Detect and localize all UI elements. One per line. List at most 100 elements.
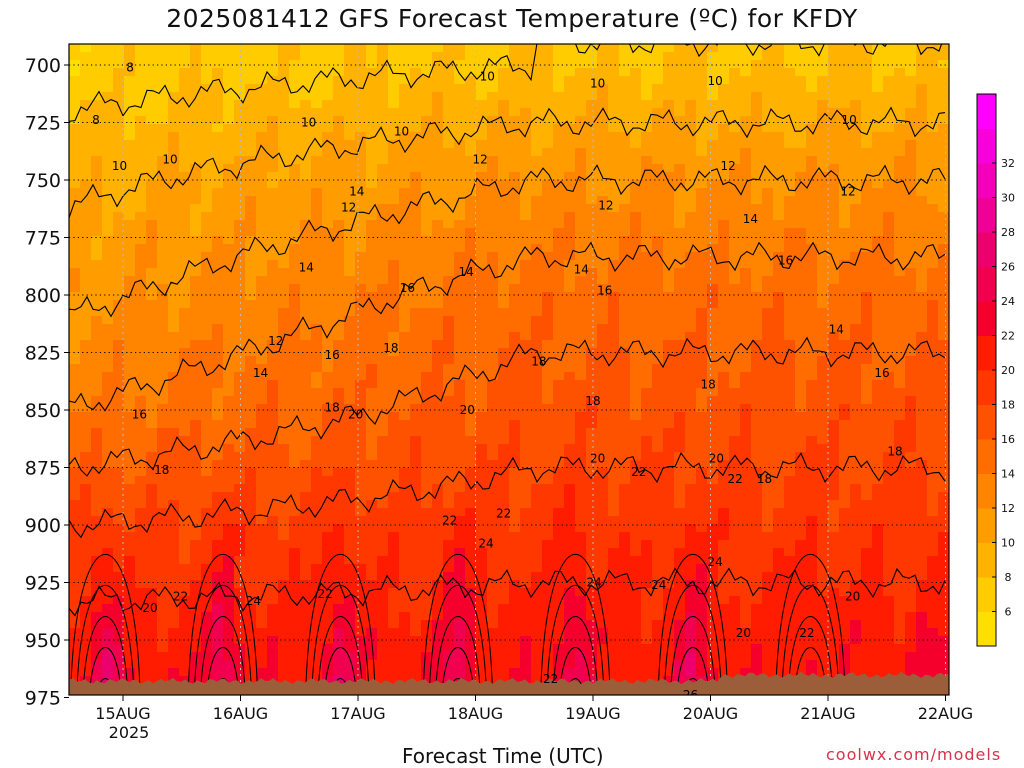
warm-lobe-contour (448, 678, 468, 695)
contour-label: 12 (840, 185, 855, 199)
contour-label: 18 (887, 444, 902, 458)
x-axis-label: Forecast Time (UTC) (402, 744, 604, 768)
colorbar-label: 14 (1001, 468, 1015, 481)
contour-label: 22 (173, 589, 188, 603)
isotherm-10 (69, 106, 946, 219)
contour-label: 10 (590, 76, 605, 90)
x-tick-label: 21AUG (800, 704, 855, 723)
isotherm-14 (69, 241, 946, 412)
y-axis: 700 725 750 775 800 825 850 875 900 925 950 975 (25, 55, 69, 710)
colorbar-segment (977, 577, 996, 612)
contour-label: 8 (92, 113, 100, 127)
x-tick-label: 20AUG (683, 704, 738, 723)
contour-label: 16 (778, 254, 793, 268)
colorbar-segment (977, 197, 996, 233)
colorbar-segment (977, 128, 996, 164)
y-tick-label: 950 (25, 630, 61, 652)
colorbar-label: 8 (1005, 571, 1012, 584)
colorbar-segment (977, 266, 996, 302)
contour-label: 14 (458, 265, 473, 279)
warm-lobe-contour (657, 554, 729, 695)
isotherm-contours (69, 44, 946, 695)
contour-label: 24 (246, 594, 261, 608)
contour-label: 18 (757, 472, 772, 486)
contour-label: 20 (348, 408, 363, 422)
contour-label: 12 (720, 159, 735, 173)
warm-lobe-contour (213, 678, 233, 695)
contour-label: 10 (301, 116, 316, 130)
warm-lobe-contour (565, 678, 585, 695)
warm-lobe-contour (428, 585, 487, 695)
y-tick-label: 775 (25, 228, 61, 250)
contour-label: 16 (400, 281, 415, 295)
colorbar-label: 28 (1001, 226, 1015, 239)
colorbar-label: 18 (1001, 399, 1015, 412)
contour-label: 22 (799, 626, 814, 640)
contour-label: 24 (651, 578, 666, 592)
colorbar-segment (977, 473, 996, 509)
contour-label: 14 (253, 366, 268, 380)
colorbar-segment (977, 611, 996, 647)
warm-lobe-contour (82, 615, 129, 695)
contour-label: 12 (341, 201, 356, 215)
warm-lobe-contour (435, 615, 481, 695)
colorbar-segment (977, 542, 996, 578)
contour-label: 20 (142, 601, 157, 615)
warm-lobe-contour (552, 615, 599, 695)
colorbar-segment (977, 404, 996, 440)
colorbar-label: 20 (1001, 364, 1015, 377)
colorbar-label: 24 (1001, 295, 1015, 308)
isotherm-12 (69, 164, 946, 318)
terrain-fill (69, 671, 949, 695)
contour-label: 22 (442, 513, 457, 527)
contour-label: 14 (829, 323, 844, 337)
contour-label: 20 (460, 403, 475, 417)
warm-lobe-contour (70, 554, 141, 695)
warm-lobe-contour (187, 554, 259, 695)
contour-label: 18 (325, 401, 340, 415)
colorbar-segment (977, 508, 996, 543)
colorbar-label: 22 (1001, 330, 1015, 343)
contour-label: 22 (317, 587, 332, 601)
contour-label: 12 (598, 198, 613, 212)
plot-frame (68, 43, 950, 696)
contour-label: 16 (874, 366, 889, 380)
chart-title: 2025081412 GFS Forecast Temperature (ºC)… (166, 4, 858, 33)
contour-label: 22 (631, 465, 646, 479)
contour-label: 24 (478, 536, 493, 550)
colorbar-segment (977, 335, 996, 371)
warm-lobe-contour (670, 615, 716, 695)
colorbar-label: 12 (1001, 502, 1015, 515)
warm-lobe-contour (546, 585, 605, 695)
x-tick-label: 16AUG (213, 704, 268, 723)
contour-label: 22 (496, 507, 511, 521)
credit-link[interactable]: coolwx.com/models (826, 745, 1002, 764)
warm-lobe-contour (95, 678, 115, 695)
y-tick-label: 925 (25, 573, 61, 595)
warm-lobe-contour (781, 585, 840, 695)
contour-label: 18 (383, 341, 398, 355)
warm-lobe-contour (311, 585, 370, 695)
y-tick-label: 725 (25, 113, 61, 135)
warm-lobe-contour (193, 585, 252, 695)
contour-label: 22 (872, 693, 887, 707)
contour-label: 20 (709, 451, 724, 465)
y-tick-label: 975 (25, 688, 61, 710)
contour-label: 24 (708, 555, 723, 569)
temperature-field (69, 44, 949, 695)
x-tick-label: 19AUG (565, 704, 620, 723)
warm-lobe-contour (317, 615, 364, 695)
colorbar-label: 30 (1001, 192, 1015, 205)
contour-label: 16 (597, 283, 612, 297)
colorbar-label: 10 (1001, 537, 1015, 550)
warm-lobe-contour (683, 678, 703, 695)
warm-lobe-contour (540, 554, 611, 695)
y-tick-label: 700 (25, 55, 61, 77)
contour-label: 10 (112, 159, 127, 173)
contour-label: 14 (574, 263, 589, 277)
colorbar-segment (977, 370, 996, 405)
contour-label: 14 (743, 212, 758, 226)
colorbar-label: 26 (1001, 261, 1015, 274)
